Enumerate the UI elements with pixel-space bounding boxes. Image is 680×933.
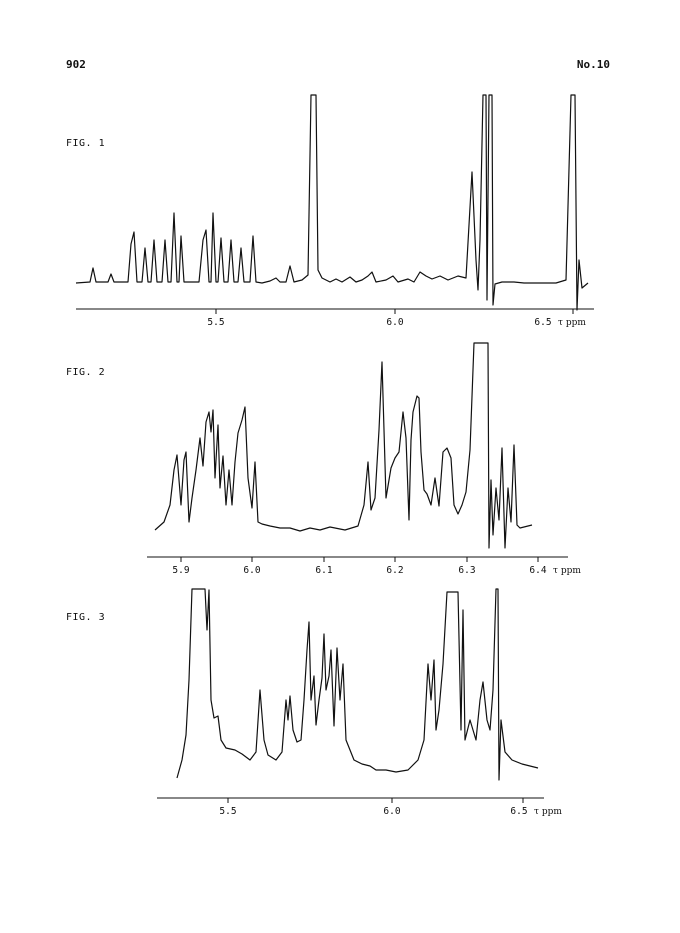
issue-label: No.10: [576, 58, 610, 71]
figure-3-trace: [176, 588, 539, 781]
figure-1-tick-label: 6.5: [534, 317, 551, 328]
figure-3-tick-label: 6.0: [383, 806, 400, 817]
figure-3-tick-label: 6.5: [510, 806, 527, 817]
figure-1-unit-label: τ ppm: [558, 318, 586, 328]
figure-2-tick-label: 6.4: [529, 565, 546, 576]
figure-2-unit-label: τ ppm: [553, 566, 581, 576]
figure-2-trace: [154, 342, 533, 549]
figure-3-spectrum: 5.5 6.0 6.5 τ ppm: [157, 588, 562, 817]
figure-2-label: FIG. 2: [66, 367, 106, 378]
figure-3-unit-label: τ ppm: [534, 807, 562, 817]
figure-1-tick-label: 5.5: [207, 317, 224, 328]
figure-1-label: FIG. 1: [66, 138, 106, 149]
page-number: 902: [66, 58, 86, 71]
figure-2-tick-label: 6.3: [458, 565, 475, 576]
figure-1-tick-label: 6.0: [386, 317, 403, 328]
figure-2-tick-label: 6.1: [315, 565, 332, 576]
figure-1-trace: [75, 94, 589, 311]
figure-3-tick-label: 5.5: [219, 806, 236, 817]
figure-2-tick-label: 5.9: [172, 565, 189, 576]
figure-2-tick-label: 6.0: [243, 565, 260, 576]
figure-3-label: FIG. 3: [66, 612, 106, 623]
figure-2-spectrum: 5.9 6.0 6.1 6.2 6.3 6.4 τ ppm: [147, 342, 581, 576]
figure-2-tick-label: 6.2: [386, 565, 403, 576]
figure-1-spectrum: 5.5 6.0 6.5 τ ppm: [75, 94, 594, 328]
